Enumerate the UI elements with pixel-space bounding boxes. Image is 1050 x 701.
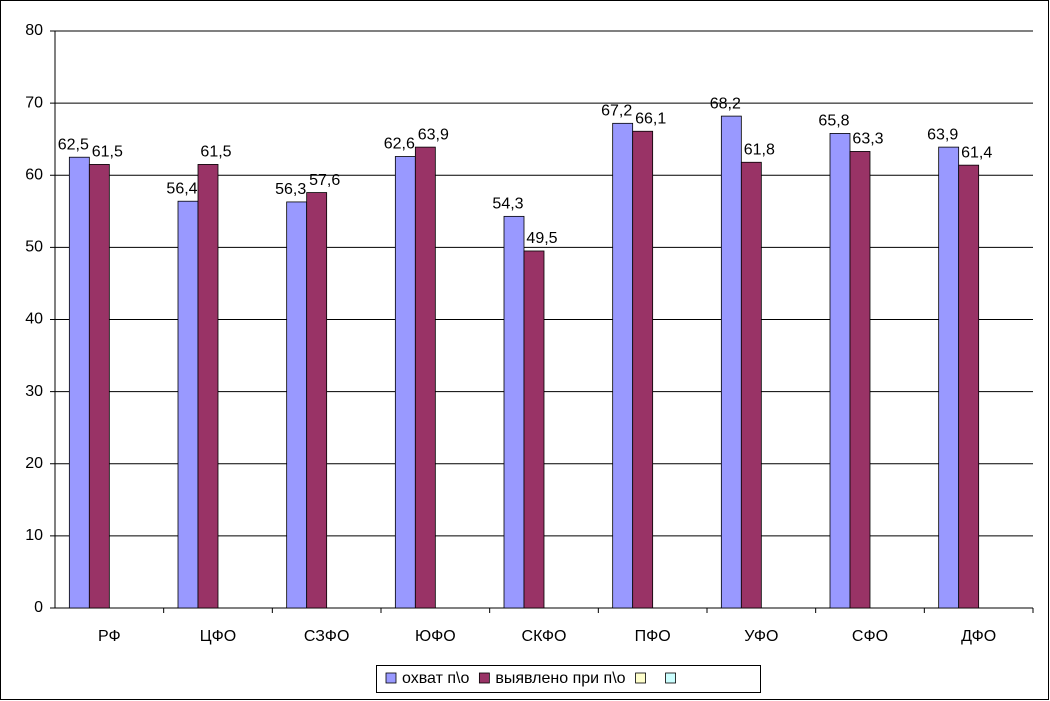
data-label: 61,8: [744, 141, 775, 158]
bar: [849, 151, 871, 609]
data-label: 63,9: [927, 126, 958, 143]
y-tick-label: 10: [25, 527, 43, 544]
legend-swatch: [665, 672, 676, 684]
bar: [68, 156, 90, 609]
bar: [306, 192, 328, 609]
data-label: 63,3: [852, 131, 883, 148]
data-label: 62,6: [384, 136, 415, 153]
legend-box: [376, 665, 761, 693]
bar: [177, 200, 199, 609]
y-tick-label: 40: [25, 311, 43, 328]
y-tick-label: 50: [25, 239, 43, 256]
x-tick-label: ЦФО: [200, 628, 236, 645]
y-tick-label: 80: [25, 22, 43, 39]
data-label: 68,2: [710, 95, 741, 112]
x-tick-label: СЗФО: [304, 628, 349, 645]
bar: [197, 164, 219, 609]
data-label: 61,5: [92, 144, 123, 161]
data-label: 61,5: [200, 144, 231, 161]
data-label: 62,5: [58, 136, 89, 153]
x-tick-label: РФ: [98, 628, 121, 645]
bar: [958, 164, 980, 609]
x-tick-label: ПФО: [635, 628, 671, 645]
data-label: 56,3: [275, 181, 306, 198]
data-label: 63,9: [418, 126, 449, 143]
bar: [414, 146, 436, 609]
bar: [612, 122, 634, 609]
bar: [632, 130, 654, 609]
bar: [523, 250, 545, 609]
bar: [740, 161, 762, 609]
data-label: 57,6: [309, 172, 340, 189]
data-label: 56,4: [166, 180, 197, 197]
bar: [503, 215, 525, 609]
y-tick-label: 70: [25, 94, 43, 111]
legend-swatch: [385, 672, 397, 684]
legend-label: охват п\о: [402, 670, 469, 687]
bar: [938, 146, 960, 609]
data-label: 65,8: [818, 113, 849, 130]
legend-label: выявлено при п\о: [495, 670, 625, 687]
data-label: 66,1: [635, 110, 666, 127]
x-tick-label: СФО: [852, 628, 888, 645]
bar: [720, 115, 742, 609]
bar: [88, 164, 110, 609]
y-tick-label: 30: [25, 383, 43, 400]
bar: [286, 201, 308, 609]
data-label: 54,3: [492, 196, 523, 213]
bar: [829, 133, 851, 609]
x-tick-label: СКФО: [522, 628, 567, 645]
y-tick-label: 0: [34, 599, 43, 616]
x-tick-label: ДФО: [961, 628, 996, 645]
y-tick-label: 20: [25, 455, 43, 472]
bar: [394, 156, 416, 609]
y-tick-label: 60: [25, 166, 43, 183]
data-label: 67,2: [601, 103, 632, 120]
data-label: 49,5: [526, 230, 557, 247]
data-label: 61,4: [961, 144, 992, 161]
legend-swatch: [478, 672, 490, 684]
legend-swatch: [635, 672, 646, 684]
x-tick-label: УФО: [744, 628, 778, 645]
x-tick-label: ЮФО: [415, 628, 456, 645]
